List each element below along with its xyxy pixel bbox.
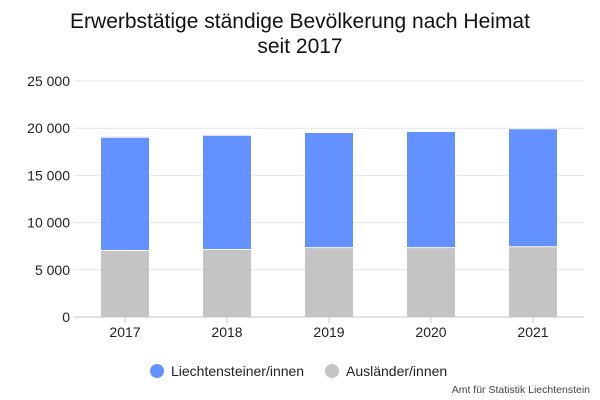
y-tick-label: 5 000 [35,262,70,278]
bar-segment [509,128,557,247]
bar-segment [305,247,353,317]
legend-swatch [325,364,339,378]
bar-segment [101,249,149,317]
x-tick-label: 2018 [211,324,242,340]
y-tick-label: 25 000 [27,73,70,89]
x-axis-ticks: 2017 2018 2019 2020 2021 [109,317,549,340]
x-tick-label: 2020 [415,324,446,340]
legend-label: Liechtensteiner/innen [171,363,304,379]
bar-segment [203,249,251,317]
source-note: Amt für Statistik Liechtenstein [452,384,590,396]
legend: Liechtensteiner/innen Ausländer/innen [150,363,447,379]
x-tick-label: 2021 [517,324,548,340]
bar-segment [509,246,557,317]
bar-segment [305,131,353,248]
legend-label: Ausländer/innen [346,363,447,379]
x-tick-label: 2017 [109,324,140,340]
legend-swatch [150,364,164,378]
x-tick-label: 2019 [313,324,344,340]
bars [101,128,557,317]
bar-segment [407,131,455,248]
y-tick-label: 10 000 [27,215,70,231]
y-axis-ticks: 0 5 000 10 000 15 000 20 000 25 000 [27,73,70,325]
bar-segment [101,136,149,250]
y-tick-label: 15 000 [27,167,70,183]
chart-title: Erwerbstätige ständige Bevölkerung nach … [70,10,530,33]
y-tick-label: 0 [62,309,70,325]
bar-segment [407,247,455,317]
bar-segment [203,134,251,250]
y-tick-label: 20 000 [27,120,70,136]
chart-subtitle: seit 2017 [257,35,342,58]
